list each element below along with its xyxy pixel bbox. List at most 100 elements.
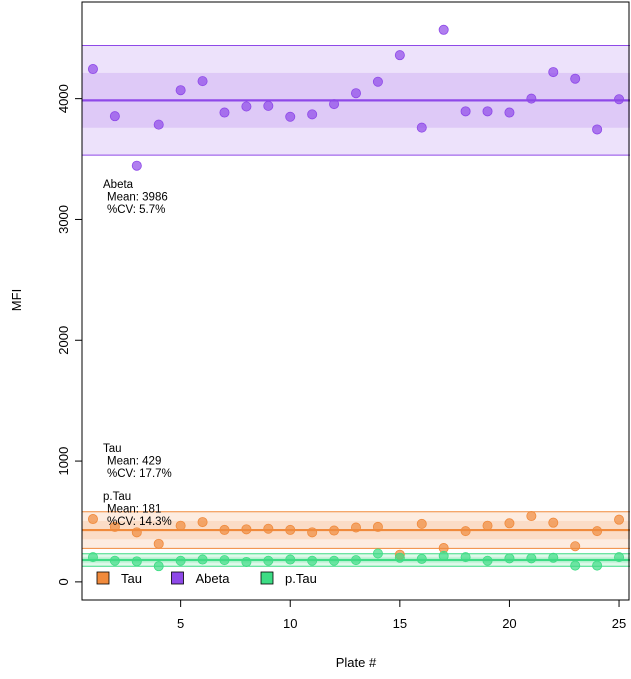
p-tau-point [241,556,252,567]
abeta-point [592,124,603,135]
tau-point [241,524,252,535]
p-tau-point [394,552,405,563]
tau-point [460,526,471,537]
tau-point [350,522,361,533]
p-tau-point [131,556,142,567]
abeta-point [614,94,625,105]
tau-point [504,518,515,529]
legend-label-p-tau: p.Tau [285,571,317,586]
abeta-point [175,85,186,96]
abeta-annotation-line: Abeta [103,179,134,191]
p-tau-point [570,560,581,571]
tau-point [526,511,537,522]
y-tick-label: 0 [56,578,71,585]
abeta-point [460,106,471,117]
abeta-point [526,93,537,104]
abeta-point [197,76,208,87]
p-tau-point [504,553,515,564]
plot-border [81,1,630,601]
tau-point [175,520,186,531]
abeta-annotation-line: Mean: 3986 [107,192,168,204]
p-tau-point [548,552,559,563]
tau-point [614,514,625,525]
tau-point [219,524,230,535]
p-tau-point [438,550,449,561]
abeta-point [350,88,361,99]
abeta-point [219,107,230,118]
tau-point [548,517,559,528]
tau-point [109,521,120,532]
p-tau-annotation-line: p.Tau [103,491,131,503]
abeta-point [285,111,296,122]
p-tau-point [307,555,318,566]
abeta-point [307,109,318,120]
legend-label-tau: Tau [121,571,142,586]
p-tau-point [109,555,120,566]
p-tau-point [482,555,493,566]
x-tick-label: 15 [393,616,407,631]
abeta-point [372,76,383,87]
x-tick-label: 5 [177,616,184,631]
tau-point [372,521,383,532]
p-tau-point [460,552,471,563]
abeta-point [438,24,449,35]
abeta-point [87,64,98,75]
tau-annotation-line: Mean: 429 [107,456,161,468]
tau-point [307,527,318,538]
abeta-point [504,107,515,118]
p-tau-point [592,560,603,571]
legend-swatch-abeta [171,571,184,585]
tau-point [416,518,427,529]
x-axis-label: Plate # [336,655,377,670]
abeta-point [570,73,581,84]
p-tau-point [175,555,186,566]
y-axis-label: MFI [9,289,24,311]
tau-point [131,527,142,538]
tau-point [482,520,493,531]
p-tau-point [416,553,427,564]
abeta-annotation-line: %CV: 5.7% [107,204,165,216]
p-tau-point [87,552,98,563]
abeta-point [153,119,164,130]
tau-point [592,526,603,537]
tau-annotation-line: Tau [103,443,122,455]
p-tau-point [285,554,296,565]
p-tau-point [263,555,274,566]
legend-swatch-p-tau [260,571,274,585]
p-tau-point [329,555,340,566]
y-tick-label: 4000 [56,84,71,113]
abeta-point [482,106,493,117]
tau-point [153,538,164,549]
tau-point [285,524,296,535]
p-tau-point [614,552,625,563]
p-tau-point [197,554,208,565]
p-tau-annotation-line: %CV: 14.3% [107,516,172,528]
x-tick-label: 20 [502,616,516,631]
abeta-point [329,99,340,110]
p-tau-point [153,561,164,572]
p-tau-point [372,548,383,559]
abeta-point [241,101,252,112]
y-tick-label: 3000 [56,205,71,234]
tau-point [329,525,340,536]
p-tau-point [219,555,230,566]
axes: 5 10 15 20 25 0 1000 2000 3000 4000 [56,1,630,631]
abeta-point [416,122,427,133]
y-tick-label: 1000 [56,447,71,476]
abeta-point [394,50,405,61]
x-tick-label: 10 [283,616,297,631]
tau-point [87,514,98,525]
tau-point [570,541,581,552]
legend: Tau Abeta p.Tau [96,571,317,586]
abeta-point [548,67,559,78]
legend-swatch-tau [96,571,110,585]
tau-point [263,523,274,534]
abeta-point [131,160,142,171]
tau-point [197,517,208,528]
data-points [87,24,625,572]
p-tau-point [350,555,361,566]
p-tau-annotation-line: Mean: 181 [107,504,161,516]
legend-label-abeta: Abeta [196,571,231,586]
